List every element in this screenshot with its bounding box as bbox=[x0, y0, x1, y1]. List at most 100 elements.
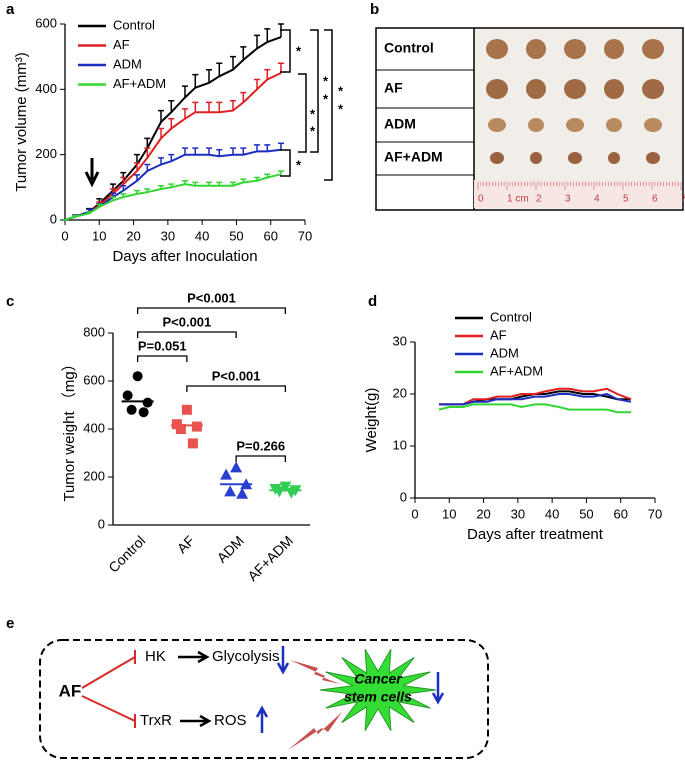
error-bar bbox=[278, 142, 284, 150]
error-bar bbox=[158, 109, 164, 122]
y-tick-label: 20 bbox=[393, 385, 407, 400]
ruler-label: 6 bbox=[652, 194, 658, 205]
node: Cancer bbox=[354, 671, 403, 687]
error-bar bbox=[206, 181, 212, 186]
x-tick-label: 10 bbox=[442, 506, 456, 521]
point bbox=[191, 421, 202, 432]
point bbox=[142, 397, 153, 408]
error-bar bbox=[206, 147, 212, 155]
x-tick-label: 0 bbox=[61, 228, 68, 243]
error-bar bbox=[254, 78, 260, 90]
error-bar bbox=[206, 101, 212, 113]
error-bar bbox=[216, 181, 223, 186]
error-bar bbox=[144, 137, 151, 149]
tumor bbox=[526, 39, 546, 59]
error-bar bbox=[240, 91, 247, 103]
error-bar bbox=[96, 203, 103, 207]
star bbox=[319, 649, 437, 731]
y-tick-label: 0 bbox=[400, 489, 407, 504]
y-tick-label: 0 bbox=[50, 211, 57, 226]
y-tick-label: 200 bbox=[35, 146, 57, 161]
tumor bbox=[530, 152, 542, 164]
y-tick-label: 600 bbox=[83, 372, 105, 387]
p-bracket bbox=[186, 385, 287, 392]
y-tick-label: 400 bbox=[35, 81, 57, 96]
p-value: P<0.001 bbox=[162, 314, 211, 329]
tumor bbox=[566, 118, 584, 132]
point bbox=[230, 461, 243, 473]
significance-bracket bbox=[324, 29, 333, 181]
tumor bbox=[644, 118, 662, 132]
error-bar bbox=[216, 149, 223, 157]
significance: * bbox=[338, 101, 344, 116]
error-bar bbox=[230, 147, 236, 155]
p-value: P<0.001 bbox=[187, 290, 236, 305]
change-arrow bbox=[255, 646, 445, 733]
error-bar bbox=[120, 176, 127, 185]
error-bar bbox=[278, 170, 284, 175]
significance: * bbox=[296, 157, 302, 172]
error-bar bbox=[192, 101, 199, 113]
tumor bbox=[606, 118, 622, 132]
legend-label: Control bbox=[113, 17, 155, 32]
y-tick-label: 600 bbox=[35, 15, 57, 30]
arrow bbox=[178, 650, 212, 728]
x-tick-label: 0 bbox=[411, 506, 418, 521]
significance-bracket bbox=[280, 29, 291, 73]
significance: * bbox=[296, 43, 302, 58]
significance: * bbox=[323, 91, 329, 106]
p-value: P=0.266 bbox=[236, 438, 285, 453]
error-bar bbox=[240, 46, 247, 60]
p-bracket bbox=[235, 455, 287, 462]
error-bar bbox=[120, 193, 127, 198]
significance-bracket bbox=[310, 29, 319, 153]
x-axis-label: Days after treatment bbox=[467, 526, 604, 543]
x-tick-label: 30 bbox=[161, 228, 175, 243]
error-bar bbox=[144, 188, 151, 193]
x-tick-label: Control bbox=[105, 532, 148, 575]
y-tick-label: 30 bbox=[393, 333, 407, 348]
node: stem cells bbox=[344, 689, 412, 705]
error-bar bbox=[134, 189, 140, 194]
x-tick-label: 60 bbox=[613, 506, 627, 521]
p-bracket bbox=[136, 307, 287, 314]
x-tick-label: 50 bbox=[229, 228, 243, 243]
tumor bbox=[642, 39, 664, 59]
x-tick-label: 40 bbox=[545, 506, 559, 521]
ruler-label: 3 bbox=[565, 194, 571, 205]
node: ROS bbox=[214, 712, 247, 729]
point bbox=[224, 485, 237, 497]
line bbox=[64, 148, 282, 221]
tumor bbox=[604, 39, 624, 59]
y-axis-label: Tumor weight （mg） bbox=[61, 356, 78, 501]
photo-table bbox=[375, 27, 684, 211]
legend-label: AF bbox=[113, 37, 130, 52]
error-bar bbox=[230, 55, 236, 70]
ruler-label: 2 bbox=[536, 194, 542, 205]
point bbox=[236, 487, 249, 499]
point bbox=[126, 404, 137, 415]
tumor bbox=[646, 152, 660, 164]
error-bar bbox=[134, 174, 140, 181]
tumor bbox=[488, 118, 506, 132]
error-bar bbox=[264, 173, 271, 178]
error-bar bbox=[182, 147, 188, 155]
line bbox=[439, 387, 632, 406]
p-bracket bbox=[136, 331, 237, 338]
error-bar bbox=[144, 147, 151, 158]
x-axis-label: Days after Inoculation bbox=[112, 248, 257, 265]
node: HK bbox=[145, 648, 166, 665]
error-bar bbox=[158, 157, 164, 165]
x-tick-label: AF+ADM bbox=[244, 532, 296, 584]
tumors bbox=[486, 39, 664, 164]
x-tick-label: ADM bbox=[214, 532, 247, 565]
error-bar bbox=[254, 34, 260, 49]
point bbox=[240, 478, 253, 490]
tumor bbox=[564, 79, 586, 99]
y-axis-label: Weight(g) bbox=[363, 388, 380, 453]
error-bar bbox=[192, 147, 199, 155]
error-bar bbox=[192, 73, 199, 88]
inhibition bbox=[81, 650, 136, 728]
significance: * bbox=[310, 123, 316, 138]
y-tick-label: 400 bbox=[83, 420, 105, 435]
